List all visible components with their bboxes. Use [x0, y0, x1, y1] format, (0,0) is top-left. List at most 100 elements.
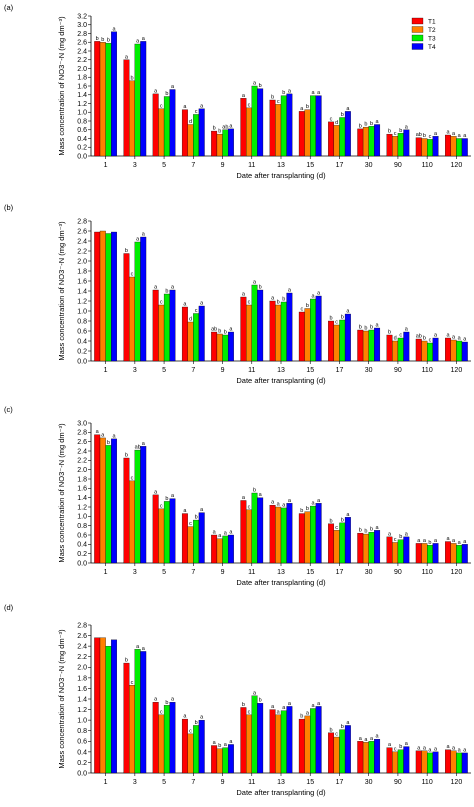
- bar-t1: [123, 59, 130, 157]
- x-axis-title: Date after transplanting (d): [236, 578, 326, 587]
- significance-label: ab: [135, 445, 141, 451]
- bar-t3: [310, 708, 316, 774]
- significance-label: b: [213, 126, 216, 132]
- significance-label: a: [388, 742, 392, 748]
- y-tick-label: 2.6: [77, 439, 87, 446]
- bar-t4: [111, 639, 117, 774]
- significance-label: b: [125, 248, 128, 254]
- significance-label: a: [311, 501, 315, 507]
- bar-t2: [216, 538, 223, 564]
- y-tick-label: 2.4: [77, 48, 87, 55]
- panel-label: (b): [4, 203, 14, 212]
- bar-t2: [333, 736, 340, 774]
- significance-label: c: [399, 333, 402, 339]
- bar-t1: [445, 337, 451, 362]
- significance-label: a: [405, 741, 409, 747]
- significance-label: a: [183, 714, 187, 720]
- x-tick-label: 7: [191, 367, 195, 374]
- bar-t4: [198, 719, 205, 774]
- significance-label: b: [341, 315, 344, 321]
- bar-t2: [304, 308, 311, 362]
- y-tick-label: 0.0: [77, 153, 87, 160]
- significance-label: a: [183, 104, 187, 110]
- bar-t1: [240, 296, 247, 362]
- bar-t2: [275, 714, 282, 774]
- bar-t4: [344, 111, 351, 157]
- y-tick-label: 2.0: [77, 467, 87, 474]
- bar-t1: [94, 637, 101, 774]
- y-tick-label: 2.0: [77, 66, 87, 73]
- bar-t1: [357, 741, 364, 774]
- bar-t1: [298, 718, 305, 774]
- x-tick-label: 90: [394, 162, 402, 169]
- significance-label: b: [218, 329, 221, 335]
- bar-t2: [450, 136, 457, 157]
- significance-label: a: [317, 498, 321, 504]
- bar-t2: [304, 715, 311, 774]
- significance-label: a: [154, 489, 158, 495]
- significance-label: a: [428, 747, 432, 753]
- y-tick-label: 1.2: [77, 504, 87, 511]
- y-tick-label: 2.0: [77, 258, 87, 265]
- significance-label: a: [288, 498, 292, 504]
- bar-t2: [246, 714, 252, 774]
- bar-t3: [251, 284, 258, 362]
- significance-label: c: [335, 320, 338, 326]
- bar-t1: [240, 500, 247, 564]
- y-tick-label: 0.6: [77, 532, 87, 539]
- significance-label: a: [253, 280, 257, 286]
- bar-t4: [198, 512, 205, 564]
- bar-t4: [286, 706, 293, 774]
- significance-label: c: [277, 99, 280, 105]
- bar-t2: [304, 109, 311, 157]
- bar-t3: [163, 705, 170, 774]
- bar-t2: [450, 750, 457, 774]
- bar-t1: [94, 41, 101, 157]
- y-tick-label: 0.2: [77, 145, 87, 152]
- significance-label: c: [189, 728, 192, 734]
- x-tick-label: 90: [394, 779, 402, 786]
- bar-t3: [397, 133, 404, 157]
- significance-label: a: [154, 285, 158, 291]
- legend-swatch-t1: [411, 17, 424, 25]
- x-tick-label: 13: [277, 367, 285, 374]
- y-tick-label: 3.0: [77, 22, 87, 29]
- y-tick-label: 2.8: [77, 31, 87, 38]
- bar-t4: [315, 95, 322, 157]
- x-tick-label: 9: [221, 162, 225, 169]
- significance-label: a: [458, 747, 462, 753]
- significance-label: a: [183, 508, 187, 514]
- significance-label: c: [300, 307, 303, 313]
- y-tick-label: 0.0: [77, 358, 87, 365]
- x-tick-label: 17: [336, 367, 344, 374]
- significance-label: b: [359, 123, 362, 129]
- y-tick-label: 1.0: [77, 514, 87, 521]
- x-tick-label: 3: [133, 779, 137, 786]
- significance-label: a: [154, 88, 158, 94]
- bar-t1: [328, 121, 335, 157]
- significance-label: b: [399, 534, 402, 540]
- bar-t1: [298, 513, 305, 564]
- significance-label: a: [376, 525, 380, 531]
- bar-t3: [163, 293, 170, 362]
- bar-t1: [181, 306, 188, 362]
- significance-label: a: [288, 88, 292, 94]
- x-axis-title: Date after transplanting (d): [236, 788, 326, 797]
- bar-t1: [328, 320, 335, 362]
- bar-t2: [158, 714, 165, 774]
- significance-label: a: [171, 697, 175, 703]
- bar-t4: [432, 543, 439, 564]
- bar-t4: [140, 236, 147, 362]
- significance-label: b: [330, 518, 333, 524]
- significance-label: b: [165, 289, 168, 295]
- bar-t2: [216, 133, 223, 157]
- bar-t2: [392, 542, 399, 564]
- significance-label: a: [218, 533, 222, 539]
- significance-label: a: [136, 644, 140, 650]
- significance-label: b: [165, 700, 168, 706]
- significance-label: b: [195, 515, 198, 521]
- bar-t4: [432, 136, 439, 157]
- bar-t2: [99, 637, 106, 774]
- significance-label: a: [452, 538, 456, 544]
- bar-t2: [246, 509, 252, 564]
